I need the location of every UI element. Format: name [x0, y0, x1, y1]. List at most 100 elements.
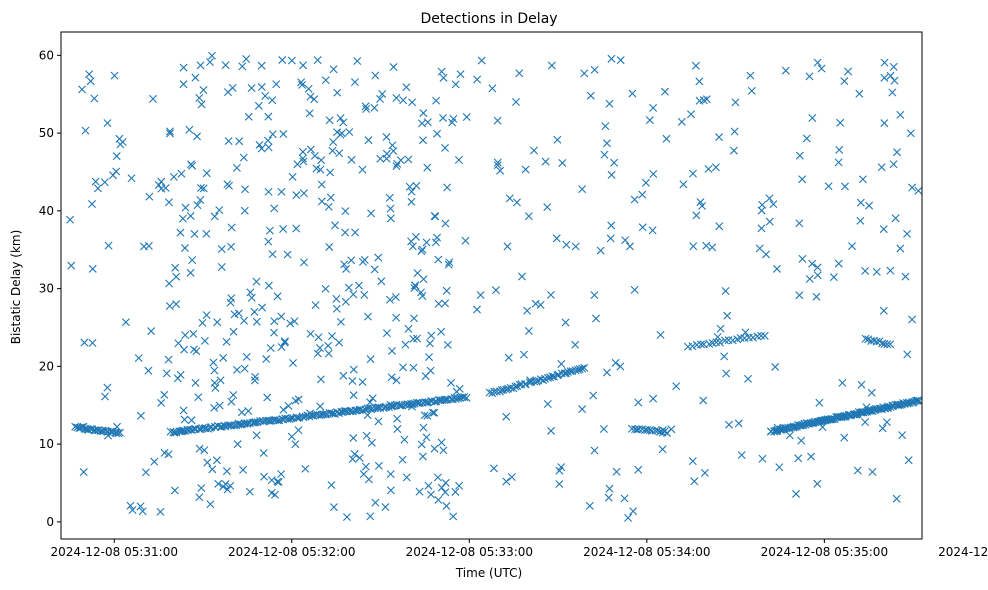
data-point — [697, 340, 706, 349]
data-point — [531, 299, 540, 308]
data-point — [589, 391, 598, 400]
data-point — [805, 72, 814, 81]
data-point — [287, 56, 296, 65]
data-point — [389, 63, 398, 72]
data-point — [78, 85, 87, 94]
data-point — [366, 355, 375, 364]
data-point — [280, 338, 289, 347]
data-point — [904, 456, 913, 465]
data-point — [602, 139, 611, 148]
data-point — [865, 201, 874, 210]
data-point — [877, 163, 886, 172]
data-point — [687, 110, 695, 119]
data-point — [442, 502, 451, 511]
data-point — [892, 494, 901, 503]
data-point — [235, 137, 244, 146]
data-point — [886, 266, 895, 275]
data-point — [908, 315, 917, 324]
data-point — [200, 336, 209, 345]
data-point — [103, 119, 112, 128]
data-point — [347, 256, 356, 265]
data-point — [711, 163, 720, 172]
data-point — [476, 291, 485, 300]
data-point — [590, 65, 599, 74]
data-point — [234, 419, 243, 428]
data-point — [449, 512, 458, 521]
data-point — [391, 293, 400, 302]
data-point — [349, 434, 358, 443]
data-point — [445, 258, 454, 267]
data-point — [209, 358, 218, 367]
data-point — [420, 411, 429, 420]
data-point — [544, 373, 553, 382]
x-tick-label: 2024-12-08 05:36:00 — [938, 545, 988, 559]
data-point — [377, 277, 386, 286]
data-point — [194, 393, 203, 402]
data-point — [634, 398, 643, 407]
data-point — [392, 94, 401, 103]
data-point — [392, 313, 401, 322]
data-point — [879, 225, 888, 234]
data-point — [335, 149, 344, 158]
data-point — [426, 490, 435, 499]
data-point — [299, 61, 308, 70]
data-point — [321, 284, 330, 293]
data-point — [306, 329, 315, 338]
data-point — [412, 398, 421, 407]
data-point — [350, 78, 359, 87]
data-point — [219, 353, 228, 362]
plot-area: 2024-12-08 05:31:00 2024-12-08 05:32:00 20… — [39, 31, 988, 559]
data-point — [592, 314, 601, 323]
data-point — [181, 203, 190, 212]
data-point — [490, 387, 499, 396]
data-point — [361, 462, 370, 471]
data-point — [386, 204, 395, 213]
data-point — [813, 271, 822, 280]
data-point — [402, 83, 411, 92]
data-point — [213, 318, 222, 327]
data-point — [896, 244, 905, 253]
data-point — [227, 242, 236, 251]
data-point — [829, 273, 838, 282]
data-point — [404, 155, 413, 164]
data-point — [557, 360, 566, 368]
data-point — [165, 127, 174, 136]
data-point — [836, 118, 845, 127]
data-point — [417, 247, 426, 256]
data-point — [462, 393, 471, 402]
data-point — [177, 169, 186, 178]
data-point — [868, 467, 877, 476]
data-point — [454, 155, 463, 164]
data-point — [154, 181, 163, 190]
data-point — [252, 277, 261, 286]
data-point — [310, 151, 319, 160]
data-point — [115, 428, 124, 437]
data-point — [872, 267, 881, 276]
data-point — [199, 184, 208, 193]
data-point — [270, 317, 279, 326]
data-point — [195, 93, 204, 102]
data-point — [199, 86, 208, 95]
data-point — [264, 187, 273, 196]
data-point — [386, 400, 395, 409]
data-point — [884, 403, 893, 412]
data-point — [586, 91, 595, 100]
data-point — [679, 180, 688, 189]
data-point — [824, 182, 833, 191]
data-point — [725, 420, 733, 429]
data-point — [355, 453, 364, 462]
data-point — [499, 385, 508, 394]
data-point — [526, 376, 535, 385]
data-point — [729, 146, 738, 155]
data-point — [734, 419, 743, 428]
data-point — [310, 95, 319, 104]
data-point — [425, 353, 434, 362]
data-point — [853, 466, 862, 475]
data-point — [215, 401, 224, 410]
data-point — [861, 334, 870, 343]
data-point — [667, 425, 676, 434]
data-point — [530, 146, 538, 155]
data-point — [79, 422, 88, 431]
data-point — [880, 73, 889, 82]
